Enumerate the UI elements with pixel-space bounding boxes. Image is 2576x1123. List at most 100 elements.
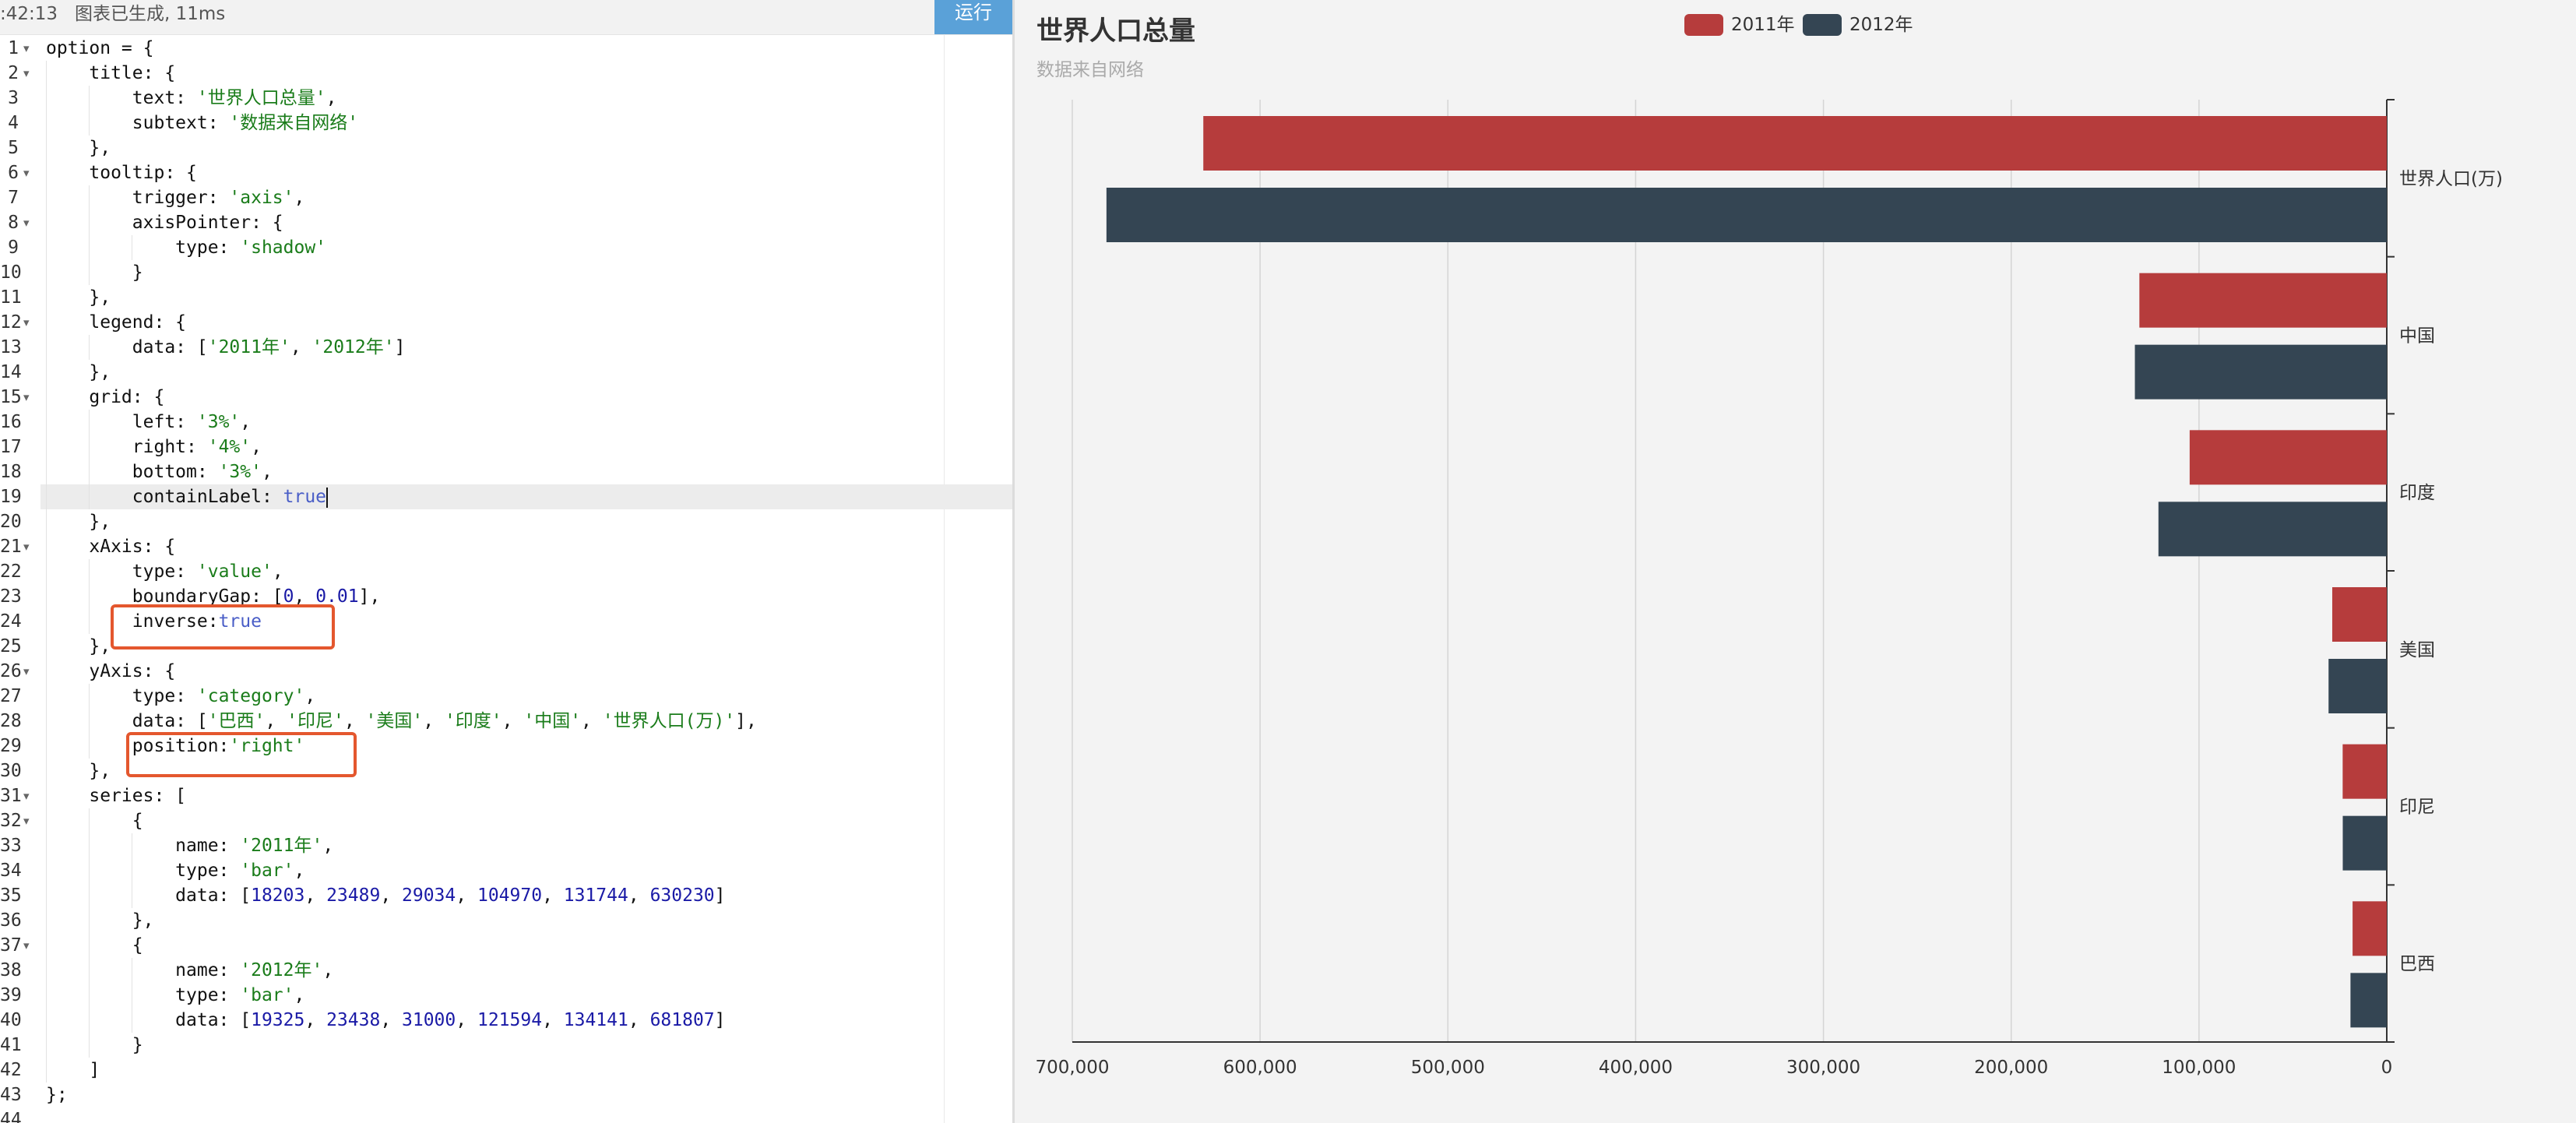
code-editor-pane[interactable]: :42:13 图表已生成, 11ms 运行 1 ▾ option = {2 ▾ tit… <box>0 0 1012 1123</box>
line-number: 6 <box>8 163 19 183</box>
code-line[interactable]: 14 }, <box>0 360 1012 385</box>
code-line[interactable]: 21 ▾ xAxis: { <box>0 534 1012 559</box>
code-line[interactable]: 20 }, <box>0 509 1012 534</box>
fold-toggle-icon[interactable]: ▾ <box>23 789 30 803</box>
code-line[interactable]: 39 type: 'bar', <box>0 983 1012 1008</box>
bar-2012年-中国[interactable] <box>2134 344 2387 400</box>
fold-toggle-icon[interactable]: ▾ <box>23 938 30 952</box>
fold-toggle-icon[interactable]: ▾ <box>23 664 30 678</box>
code-text: data: [19325, 23438, 31000, 121594, 1341… <box>46 1010 726 1030</box>
code-line[interactable]: 29 position:'right' <box>0 734 1012 759</box>
indent-guide <box>46 459 47 484</box>
fold-toggle-icon[interactable]: ▾ <box>23 814 30 828</box>
line-number: 33 <box>0 836 22 856</box>
fold-toggle-icon[interactable]: ▾ <box>23 216 30 230</box>
code-text: type: 'shadow' <box>46 238 327 258</box>
code-line[interactable]: 28 data: ['巴西', '印尼', '美国', '印度', '中国', … <box>0 709 1012 734</box>
code-line[interactable]: 34 type: 'bar', <box>0 858 1012 883</box>
indent-guide <box>89 235 90 260</box>
bar-2012年-美国[interactable] <box>2328 659 2387 713</box>
y-category-label: 中国 <box>2399 326 2435 347</box>
code-line[interactable]: 36 }, <box>0 908 1012 933</box>
code-line[interactable]: 8 ▾ axisPointer: { <box>0 210 1012 235</box>
indent-guide <box>89 459 90 484</box>
code-line[interactable]: 38 name: '2012年', <box>0 958 1012 983</box>
code-line[interactable]: 2 ▾ title: { <box>0 61 1012 86</box>
line-number: 27 <box>0 686 22 706</box>
code-line[interactable]: 4 subtext: '数据来自网络' <box>0 111 1012 136</box>
indent-guide <box>89 210 90 235</box>
code-line[interactable]: 1 ▾ option = { <box>0 36 1012 61</box>
code-line[interactable]: 33 name: '2011年', <box>0 833 1012 858</box>
fold-toggle-icon[interactable]: ▾ <box>23 166 30 180</box>
code-area[interactable]: 1 ▾ option = { 2 ▾ title: {3 text: '世界人口总量',… <box>0 36 1012 1123</box>
code-line[interactable]: 30 }, <box>0 759 1012 783</box>
code-line[interactable]: 17 right: '4%', <box>0 435 1012 459</box>
bar-2011年-世界人口(万)[interactable] <box>1203 116 2387 171</box>
bar-2011年-巴西[interactable] <box>2353 901 2387 956</box>
indent-guide <box>46 435 47 459</box>
code-line[interactable]: 18 bottom: '3%', <box>0 459 1012 484</box>
fold-toggle-icon[interactable]: ▾ <box>23 315 30 329</box>
code-line[interactable]: 11 }, <box>0 285 1012 310</box>
indent-guide <box>46 534 47 559</box>
bar-2011年-中国[interactable] <box>2139 273 2387 328</box>
fold-toggle-icon[interactable]: ▾ <box>23 66 30 80</box>
line-number: 8 <box>8 213 19 233</box>
code-line[interactable]: 19 containLabel: true <box>0 484 1012 509</box>
code-line[interactable]: 5 }, <box>0 136 1012 160</box>
line-number: 35 <box>0 885 22 906</box>
code-text: option = { <box>46 38 154 58</box>
bar-2011年-印度[interactable] <box>2189 430 2387 485</box>
line-number: 17 <box>0 437 22 457</box>
code-line[interactable]: 6 ▾ tooltip: { <box>0 160 1012 185</box>
code-line[interactable]: 13 data: ['2011年', '2012年'] <box>0 335 1012 360</box>
code-line[interactable]: 12 ▾ legend: { <box>0 310 1012 335</box>
code-line[interactable]: 16 left: '3%', <box>0 410 1012 435</box>
code-line[interactable]: 44 <box>0 1107 1012 1123</box>
fold-toggle-icon[interactable]: ▾ <box>23 540 30 554</box>
code-line[interactable]: 31 ▾ series: [ <box>0 783 1012 808</box>
code-line[interactable]: 24 inverse:true <box>0 609 1012 634</box>
line-number: 1 <box>8 38 19 58</box>
code-line[interactable]: 37 ▾ { <box>0 933 1012 958</box>
x-tick-label: 200,000 <box>1974 1058 2048 1078</box>
code-line[interactable]: 35 data: [18203, 23489, 29034, 104970, 1… <box>0 883 1012 908</box>
code-line[interactable]: 25 }, <box>0 634 1012 659</box>
code-line[interactable]: 27 type: 'category', <box>0 684 1012 709</box>
bar-2012年-世界人口(万)[interactable] <box>1106 188 2387 242</box>
bar-2012年-印尼[interactable] <box>2342 815 2387 871</box>
indent-guide <box>89 709 90 734</box>
code-line[interactable]: 43}; <box>0 1083 1012 1107</box>
code-text: type: 'category', <box>46 686 316 706</box>
fold-toggle-icon[interactable]: ▾ <box>23 390 30 404</box>
code-line[interactable]: 41 } <box>0 1033 1012 1058</box>
code-line[interactable]: 15 ▾ grid: { <box>0 385 1012 410</box>
indent-guide <box>46 584 47 609</box>
code-line[interactable]: 32 ▾ { <box>0 808 1012 833</box>
code-line[interactable]: 26 ▾ yAxis: { <box>0 659 1012 684</box>
bar-2011年-印尼[interactable] <box>2342 744 2387 799</box>
code-text: title: { <box>46 63 176 83</box>
code-line[interactable]: 42 ] <box>0 1058 1012 1083</box>
code-text: }, <box>46 636 111 657</box>
code-line[interactable]: 23 boundaryGap: [0, 0.01], <box>0 584 1012 609</box>
code-text: ] <box>46 1060 100 1080</box>
bar-2012年-巴西[interactable] <box>2350 973 2387 1028</box>
run-button[interactable]: 运行 <box>934 0 1012 34</box>
line-number: 39 <box>0 985 22 1005</box>
code-line[interactable]: 22 type: 'value', <box>0 559 1012 584</box>
pane-divider[interactable] <box>1012 0 1015 1123</box>
code-line[interactable]: 9 type: 'shadow' <box>0 235 1012 260</box>
legend-item-2011[interactable]: 2011年 <box>1684 11 1801 39</box>
bar-2011年-美国[interactable] <box>2331 587 2387 642</box>
code-line[interactable]: 7 trigger: 'axis', <box>0 185 1012 210</box>
code-line[interactable]: 10 } <box>0 260 1012 285</box>
legend-item-2012[interactable]: 2012年 <box>1803 11 1920 39</box>
line-number: 16 <box>0 412 22 432</box>
code-text: type: 'bar', <box>46 861 305 881</box>
code-line[interactable]: 3 text: '世界人口总量', <box>0 86 1012 111</box>
fold-toggle-icon[interactable]: ▾ <box>23 41 30 55</box>
code-line[interactable]: 40 data: [19325, 23438, 31000, 121594, 1… <box>0 1008 1012 1033</box>
bar-2012年-印度[interactable] <box>2158 502 2387 557</box>
